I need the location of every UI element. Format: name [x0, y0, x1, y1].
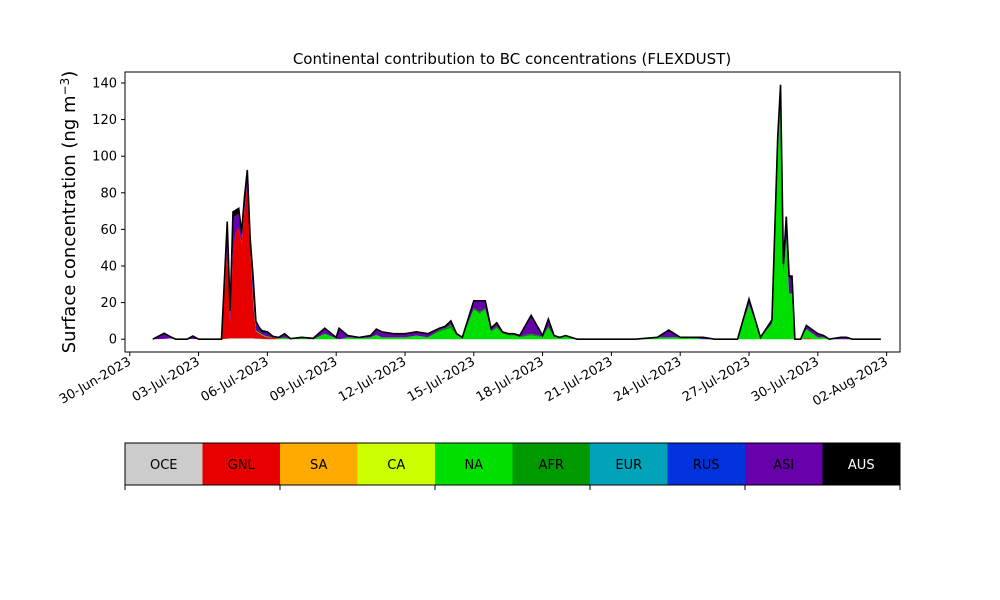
area-gnl: [152, 184, 881, 340]
y-tick-label: 40: [100, 259, 117, 274]
y-tick-label: 20: [100, 296, 117, 311]
plot-areas: [152, 84, 881, 340]
legend-label-rus: RUS: [693, 458, 720, 473]
legend-label-oce: OCE: [150, 458, 178, 473]
y-axis-label: Surface concentration (ng m−3): [58, 71, 80, 354]
x-tick-label: 06-Jul-2023: [199, 354, 272, 405]
area-asi: [152, 90, 881, 340]
area-rus: [152, 95, 881, 340]
x-axis-ticks: 30-Jun-202303-Jul-202306-Jul-202309-Jul-…: [57, 352, 891, 410]
y-axis-label-superscript: −3: [58, 78, 72, 96]
legend-frame: [124, 442, 901, 486]
legend-swatch-eur: [590, 443, 668, 485]
x-tick-label: 09-Jul-2023: [267, 354, 340, 405]
y-tick-label: 80: [100, 186, 117, 201]
legend-swatch-aus: [822, 443, 900, 485]
area-oce: [152, 338, 881, 340]
x-tick-label: 30-Jun-2023: [57, 354, 134, 407]
chart-title: Continental contribution to BC concentra…: [293, 50, 731, 68]
legend-swatch-oce: [125, 443, 203, 485]
legend-swatch-sa: [280, 443, 358, 485]
legend-label-aus: AUS: [848, 458, 875, 473]
legend-swatch-gnl: [202, 443, 280, 485]
legend-label-na: NA: [464, 458, 483, 473]
legend-swatch-na: [435, 443, 513, 485]
y-tick-label: 140: [92, 76, 117, 91]
x-tick-label: 02-Aug-2023: [810, 354, 890, 409]
y-axis-label-suffix: ): [59, 71, 80, 78]
y-tick-label: 120: [92, 113, 117, 128]
total-line: [152, 84, 881, 341]
area-afr: [152, 101, 881, 340]
x-tick-label: 27-Jul-2023: [680, 354, 753, 405]
legend-label-gnl: GNL: [228, 458, 256, 473]
legend-swatch-asi: [745, 443, 823, 485]
y-axis-ticks: 0 20 40 60 80 100 120 140: [92, 76, 125, 348]
plot-frame: [124, 71, 901, 353]
legend-swatch-rus: [667, 443, 745, 485]
y-axis-label-main: Surface concentration (ng m: [59, 95, 80, 353]
y-tick-label: 60: [100, 223, 117, 238]
legend-label-asi: ASI: [773, 458, 794, 473]
y-tick-label: 0: [109, 333, 117, 348]
legend-swatch-afr: [512, 443, 590, 485]
x-tick-label: 18-Jul-2023: [474, 354, 547, 405]
y-tick-label: 100: [92, 150, 117, 165]
legend-label-afr: AFR: [539, 458, 564, 473]
legend-swatch-ca: [357, 443, 435, 485]
legend-label-ca: CA: [387, 458, 405, 473]
legend-label-eur: EUR: [615, 458, 642, 473]
x-tick-label: 24-Jul-2023: [611, 354, 684, 405]
legend-label-sa: SA: [310, 458, 327, 473]
legend-colorbar: OCE GNL SA CA NA AFR EUR RUS ASI AUS: [124, 442, 901, 490]
x-tick-label: 03-Jul-2023: [130, 354, 203, 405]
area-na: [152, 101, 881, 340]
x-tick-label: 12-Jul-2023: [336, 354, 409, 405]
area-eur: [152, 101, 881, 340]
area-aus: [152, 84, 881, 340]
x-tick-label: 21-Jul-2023: [543, 354, 616, 405]
x-tick-label: 15-Jul-2023: [405, 354, 478, 405]
